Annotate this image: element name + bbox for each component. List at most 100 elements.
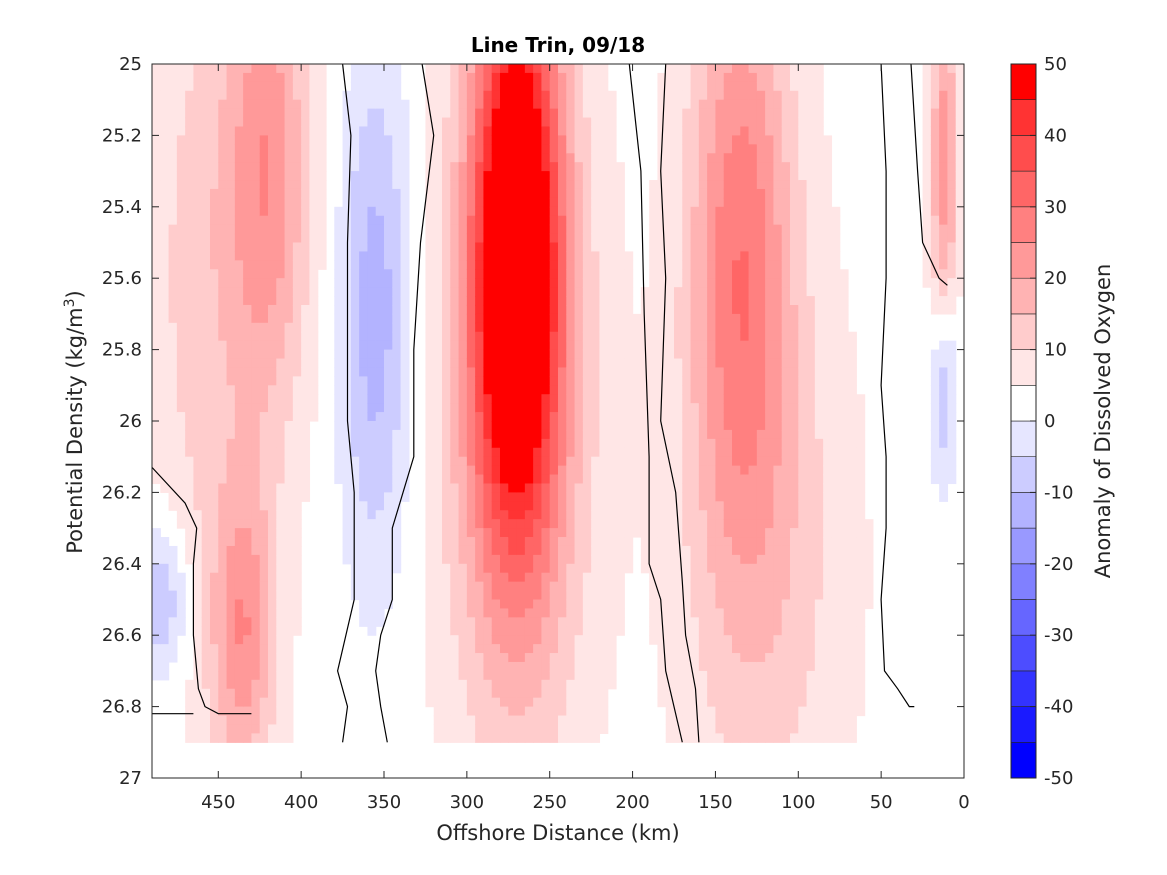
field-cell <box>732 117 741 128</box>
field-cell <box>218 72 228 83</box>
field-cell <box>516 340 526 351</box>
field-cell <box>657 171 667 181</box>
field-cell <box>442 617 451 627</box>
field-cell <box>574 429 584 440</box>
field-cell <box>773 126 783 136</box>
field-cell <box>582 617 592 627</box>
field-cell <box>558 72 567 83</box>
field-cell <box>284 376 294 386</box>
field-cell <box>740 456 750 467</box>
field-cell <box>268 197 277 208</box>
field-cell <box>234 394 244 404</box>
field-cell <box>284 287 294 297</box>
field-cell <box>359 421 369 431</box>
field-cell <box>176 367 186 377</box>
field-cell <box>773 287 783 297</box>
field-cell <box>259 224 269 235</box>
field-cell <box>442 661 451 672</box>
field-cell <box>582 269 592 279</box>
field-cell <box>524 385 534 395</box>
field-cell <box>433 510 443 520</box>
field-cell <box>533 322 543 333</box>
field-cell <box>566 81 576 92</box>
field-cell <box>226 117 236 128</box>
field-cell <box>682 724 692 734</box>
field-cell <box>599 144 609 154</box>
field-cell <box>524 64 534 74</box>
field-cell <box>508 456 518 467</box>
field-cell <box>533 590 543 601</box>
field-cell <box>558 358 567 369</box>
field-cell <box>682 126 692 136</box>
field-cell <box>533 233 543 244</box>
field-cell <box>781 64 791 74</box>
field-cell <box>756 304 766 315</box>
field-cell <box>168 465 178 476</box>
field-cell <box>657 635 667 645</box>
field-cell <box>657 670 667 681</box>
field-cell <box>152 188 161 199</box>
field-cell <box>491 180 501 190</box>
field-cell <box>566 501 576 511</box>
field-cell <box>541 706 551 717</box>
field-cell <box>160 251 170 261</box>
field-cell <box>591 153 601 163</box>
field-cell <box>582 304 592 315</box>
field-cell <box>210 278 219 288</box>
field-cell <box>475 180 485 190</box>
field-cell <box>276 438 286 449</box>
field-cell <box>475 492 485 502</box>
field-cell <box>690 81 700 92</box>
field-cell <box>475 545 485 556</box>
field-cell <box>616 278 625 288</box>
field-cell <box>607 296 617 306</box>
field-cell <box>508 715 518 726</box>
field-cell <box>715 545 725 556</box>
field-cell <box>168 501 178 511</box>
field-cell <box>607 474 617 485</box>
field-cell <box>442 269 451 279</box>
field-cell <box>582 608 592 618</box>
field-cell <box>152 72 161 83</box>
field-cell <box>268 394 277 404</box>
field-cell <box>375 510 385 520</box>
field-cell <box>740 715 750 726</box>
field-cell <box>251 376 261 386</box>
field-cell <box>707 180 717 190</box>
field-cell <box>748 322 758 333</box>
field-cell <box>723 412 733 422</box>
field-cell <box>475 733 485 743</box>
field-cell <box>732 72 741 83</box>
field-cell <box>450 617 460 627</box>
field-cell <box>392 340 402 351</box>
field-cell <box>475 242 485 253</box>
field-cell <box>665 206 675 217</box>
field-cell <box>640 296 650 306</box>
field-cell <box>632 447 642 458</box>
field-cell <box>350 545 360 556</box>
field-cell <box>574 313 584 324</box>
field-cell <box>508 349 518 360</box>
field-cell <box>234 403 244 413</box>
field-cell <box>649 331 659 342</box>
field-cell <box>375 90 385 101</box>
field-cell <box>516 510 526 520</box>
field-cell <box>483 251 493 261</box>
field-cell <box>765 313 775 324</box>
field-cell <box>723 108 733 119</box>
field-cell <box>508 581 518 592</box>
field-cell <box>466 456 476 467</box>
field-cell <box>574 644 584 654</box>
field-cell <box>740 313 750 324</box>
field-cell <box>558 287 567 297</box>
field-cell <box>657 572 667 583</box>
field-cell <box>276 563 286 574</box>
field-cell <box>516 581 526 592</box>
field-cell <box>549 313 559 324</box>
field-cell <box>616 197 625 208</box>
field-cell <box>350 394 360 404</box>
field-cell <box>773 590 783 601</box>
field-cell <box>756 545 766 556</box>
field-cell <box>756 206 766 217</box>
field-cell <box>765 99 775 110</box>
